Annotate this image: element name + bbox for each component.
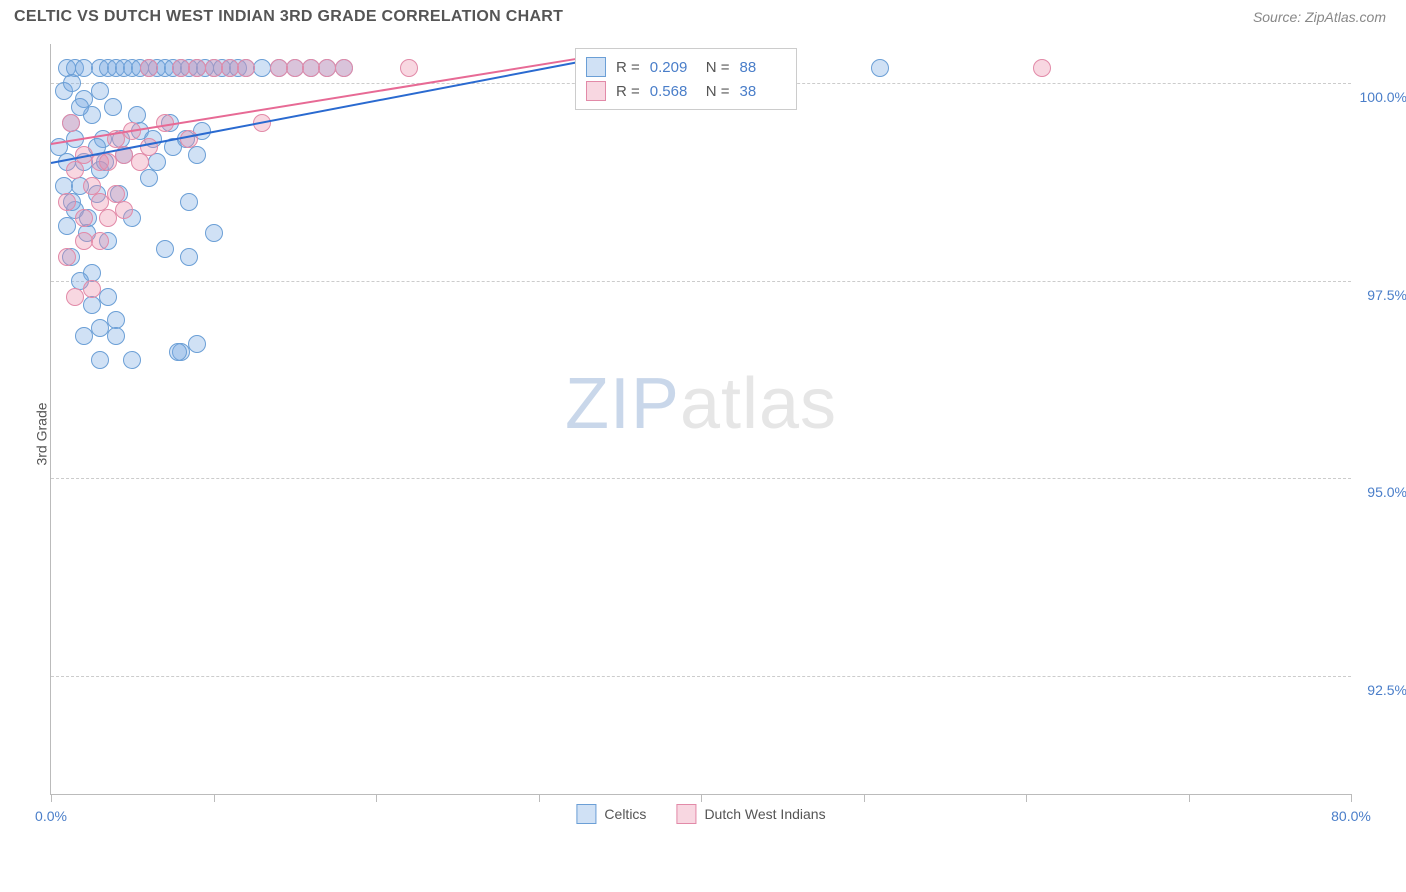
marker-celtics bbox=[871, 59, 889, 77]
marker-dutch bbox=[58, 248, 76, 266]
marker-celtics bbox=[83, 296, 101, 314]
ytick-label: 97.5% bbox=[1357, 287, 1406, 303]
xtick bbox=[376, 794, 377, 802]
marker-celtics bbox=[169, 343, 187, 361]
marker-dutch bbox=[1033, 59, 1051, 77]
marker-dutch bbox=[66, 161, 84, 179]
ytick-label: 92.5% bbox=[1357, 682, 1406, 698]
marker-dutch bbox=[83, 280, 101, 298]
watermark-zip: ZIP bbox=[565, 364, 680, 444]
stat-r-label: R = bbox=[616, 83, 640, 100]
marker-celtics bbox=[188, 146, 206, 164]
stat-r-value-dutch: 0.568 bbox=[650, 83, 696, 100]
marker-celtics bbox=[63, 74, 81, 92]
chart-source: Source: ZipAtlas.com bbox=[1253, 9, 1386, 25]
chart-header: CELTIC VS DUTCH WEST INDIAN 3RD GRADE CO… bbox=[0, 0, 1406, 34]
marker-dutch bbox=[131, 153, 149, 171]
xtick bbox=[51, 794, 52, 802]
stat-n-value-celtics: 88 bbox=[740, 59, 786, 76]
marker-celtics bbox=[140, 169, 158, 187]
watermark: ZIPatlas bbox=[565, 363, 837, 445]
marker-celtics bbox=[91, 351, 109, 369]
marker-celtics bbox=[104, 98, 122, 116]
stats-row-dutch: R = 0.568 N = 38 bbox=[586, 79, 786, 103]
xtick bbox=[214, 794, 215, 802]
marker-dutch bbox=[99, 153, 117, 171]
stat-n-label: N = bbox=[706, 59, 730, 76]
marker-dutch bbox=[237, 59, 255, 77]
xtick-label: 80.0% bbox=[1331, 808, 1371, 824]
stat-n-value-dutch: 38 bbox=[740, 83, 786, 100]
marker-dutch bbox=[66, 288, 84, 306]
ytick-label: 100.0% bbox=[1357, 89, 1406, 105]
marker-dutch bbox=[115, 201, 133, 219]
legend-label-celtics: Celtics bbox=[604, 806, 646, 822]
marker-dutch bbox=[140, 138, 158, 156]
marker-celtics bbox=[148, 153, 166, 171]
xtick bbox=[1351, 794, 1352, 802]
ytick-label: 95.0% bbox=[1357, 484, 1406, 500]
stats-box: R = 0.209 N = 88 R = 0.568 N = 38 bbox=[575, 48, 797, 110]
marker-dutch bbox=[58, 193, 76, 211]
marker-dutch bbox=[91, 232, 109, 250]
series-legend: Celtics Dutch West Indians bbox=[576, 804, 825, 824]
gridline-y bbox=[51, 281, 1351, 282]
marker-celtics bbox=[180, 193, 198, 211]
stats-swatch-dutch bbox=[586, 81, 606, 101]
marker-dutch bbox=[335, 59, 353, 77]
marker-celtics bbox=[58, 217, 76, 235]
marker-dutch bbox=[75, 209, 93, 227]
stat-n-label: N = bbox=[706, 83, 730, 100]
plot-area: ZIPatlas Celtics Dutch West Indians 92.5… bbox=[50, 44, 1351, 795]
legend-label-dutch: Dutch West Indians bbox=[704, 806, 825, 822]
legend-swatch-celtics bbox=[576, 804, 596, 824]
chart-area: 3rd Grade ZIPatlas Celtics Dutch West In… bbox=[14, 44, 1392, 824]
marker-celtics bbox=[107, 327, 125, 345]
stats-row-celtics: R = 0.209 N = 88 bbox=[586, 55, 786, 79]
marker-celtics bbox=[156, 240, 174, 258]
marker-celtics bbox=[180, 248, 198, 266]
stats-swatch-celtics bbox=[586, 57, 606, 77]
xtick bbox=[539, 794, 540, 802]
marker-dutch bbox=[400, 59, 418, 77]
marker-celtics bbox=[91, 82, 109, 100]
xtick bbox=[864, 794, 865, 802]
legend-item-dutch: Dutch West Indians bbox=[676, 804, 825, 824]
gridline-y bbox=[51, 478, 1351, 479]
legend-item-celtics: Celtics bbox=[576, 804, 646, 824]
marker-dutch bbox=[140, 59, 158, 77]
marker-celtics bbox=[99, 288, 117, 306]
marker-dutch bbox=[62, 114, 80, 132]
marker-dutch bbox=[99, 209, 117, 227]
chart-title: CELTIC VS DUTCH WEST INDIAN 3RD GRADE CO… bbox=[14, 8, 563, 26]
xtick bbox=[1026, 794, 1027, 802]
y-axis-label: 3rd Grade bbox=[34, 402, 50, 465]
marker-celtics bbox=[123, 351, 141, 369]
stat-r-label: R = bbox=[616, 59, 640, 76]
watermark-atlas: atlas bbox=[680, 364, 837, 444]
marker-celtics bbox=[75, 327, 93, 345]
stat-r-value-celtics: 0.209 bbox=[650, 59, 696, 76]
legend-swatch-dutch bbox=[676, 804, 696, 824]
marker-celtics bbox=[205, 224, 223, 242]
marker-celtics bbox=[188, 335, 206, 353]
gridline-y bbox=[51, 676, 1351, 677]
xtick bbox=[1189, 794, 1190, 802]
marker-celtics bbox=[71, 98, 89, 116]
xtick-label: 0.0% bbox=[35, 808, 67, 824]
xtick bbox=[701, 794, 702, 802]
